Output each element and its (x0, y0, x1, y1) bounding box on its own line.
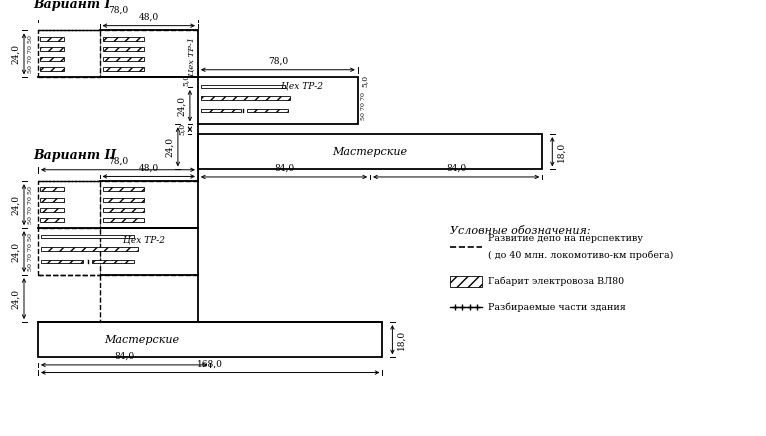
Text: 50 70 70 50: 50 70 70 50 (28, 186, 33, 224)
Bar (41, 247, 138, 251)
Text: Цех ТР-1: Цех ТР-1 (188, 37, 196, 76)
Bar (40, 37, 64, 41)
Text: 50 70 70: 50 70 70 (361, 92, 366, 119)
Bar (103, 218, 143, 222)
Bar (103, 37, 143, 41)
Bar (247, 109, 288, 112)
Text: 24,0: 24,0 (11, 242, 20, 262)
Bar (100, 228, 198, 275)
Bar (41, 260, 83, 263)
Text: 24,0: 24,0 (11, 195, 20, 215)
Text: Вариант II: Вариант II (33, 149, 116, 162)
Bar (100, 31, 198, 77)
Bar (103, 47, 143, 51)
Text: 24,0: 24,0 (177, 96, 186, 116)
Bar (103, 208, 143, 212)
Text: Вариант I: Вариант I (33, 0, 110, 11)
Bar (198, 77, 358, 124)
Text: Условные обозначения:: Условные обозначения: (450, 226, 591, 236)
Bar (38, 228, 100, 275)
Text: 5,0: 5,0 (182, 74, 190, 86)
Text: Цех ТР-2: Цех ТР-2 (123, 235, 165, 245)
Text: 84,0: 84,0 (114, 352, 134, 361)
Text: 24,0: 24,0 (11, 44, 20, 64)
Text: 24,0: 24,0 (165, 137, 174, 157)
Text: Мастерские: Мастерские (103, 335, 179, 345)
Bar (40, 187, 64, 191)
Text: 5,0: 5,0 (361, 75, 368, 87)
Text: Разбираемые части здания: Разбираемые части здания (488, 303, 626, 312)
Text: ( до 40 млн. локомотиво-км пробега): ( до 40 млн. локомотиво-км пробега) (488, 251, 673, 260)
Text: 18,0: 18,0 (556, 142, 565, 162)
Text: Цех ТР-2: Цех ТР-2 (281, 82, 322, 90)
Bar (201, 109, 241, 112)
Bar (103, 57, 143, 61)
Bar (201, 85, 286, 88)
Bar (100, 181, 198, 228)
Text: 78,0: 78,0 (108, 157, 128, 166)
Bar (103, 67, 143, 71)
Bar (92, 260, 134, 263)
Text: Габарит электровоза ВЛ80: Габарит электровоза ВЛ80 (488, 277, 624, 286)
Text: 48,0: 48,0 (139, 13, 159, 22)
Bar (40, 67, 64, 71)
Bar (41, 235, 134, 238)
Text: 84,0: 84,0 (446, 164, 466, 173)
Bar (38, 322, 382, 357)
Text: 24,0: 24,0 (11, 289, 20, 309)
Text: 18,0: 18,0 (396, 330, 405, 350)
Bar (40, 47, 64, 51)
Bar (103, 187, 143, 191)
Bar (40, 57, 64, 61)
Bar (103, 198, 143, 201)
Text: 78,0: 78,0 (268, 57, 288, 66)
Text: 50 70 70 50: 50 70 70 50 (28, 35, 33, 73)
Bar (40, 198, 64, 201)
Bar (450, 276, 482, 287)
Text: Развитие депо на перспективу: Развитие депо на перспективу (488, 234, 643, 243)
Text: 50 70 70 50: 50 70 70 50 (28, 233, 33, 271)
Bar (38, 31, 100, 77)
Text: 48,0: 48,0 (139, 164, 159, 173)
Bar (38, 181, 100, 228)
Bar (40, 218, 64, 222)
Text: 5,0: 5,0 (178, 123, 186, 135)
Text: 168,0: 168,0 (198, 360, 223, 369)
Bar (40, 208, 64, 212)
Bar (198, 134, 542, 169)
Bar (201, 96, 290, 100)
Text: 78,0: 78,0 (108, 6, 128, 15)
Text: 84,0: 84,0 (274, 164, 294, 173)
Text: Мастерские: Мастерские (332, 147, 408, 157)
